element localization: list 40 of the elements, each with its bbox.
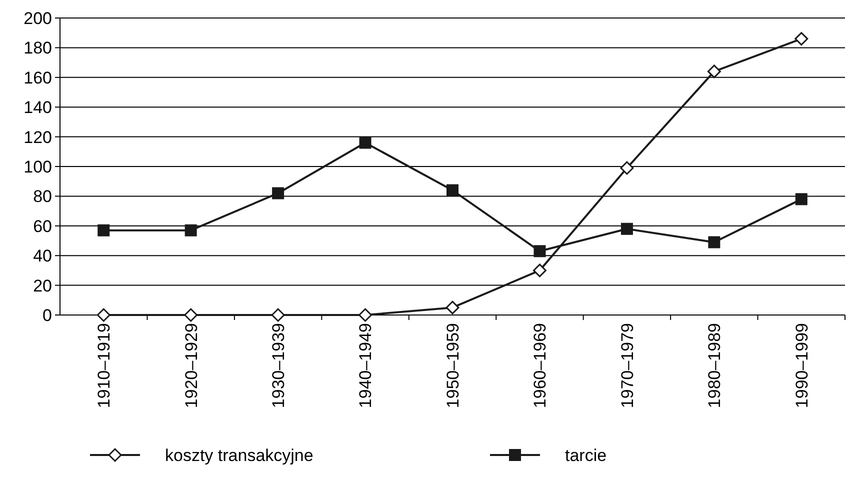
y-tick-label: 0 [42, 306, 52, 325]
point [708, 236, 720, 248]
y-tick-label: 160 [24, 68, 52, 88]
point [534, 245, 546, 258]
point [795, 193, 808, 206]
y-tick-label: 140 [24, 98, 52, 118]
point [620, 222, 633, 235]
point [271, 308, 285, 322]
point [532, 264, 546, 278]
legend-label: koszty transakcyjne [165, 446, 314, 465]
x-tick-label: 1930–1939 [269, 323, 288, 408]
y-tick-label: 180 [24, 38, 52, 58]
point [98, 224, 110, 236]
x-tick-label: 1960–1969 [530, 323, 550, 408]
y-tick-label: 60 [33, 216, 52, 236]
point [184, 308, 198, 322]
point [707, 64, 721, 78]
y-tick-label: 40 [33, 246, 52, 266]
y-tick-label: 120 [24, 128, 52, 147]
point [272, 187, 284, 200]
x-tick-label: 1950–1959 [443, 323, 462, 408]
point [794, 32, 808, 46]
x-tick-label: 1970–1979 [618, 323, 637, 408]
x-tick-label: 1920–1929 [182, 323, 201, 408]
y-tick-label: 20 [33, 276, 52, 296]
point [620, 161, 634, 175]
x-tick-label: 1990–1999 [792, 323, 812, 408]
x-tick-label: 1980–1989 [705, 323, 724, 408]
point [359, 136, 372, 149]
point [446, 300, 460, 314]
y-tick-label: 200 [24, 8, 52, 28]
point [446, 184, 458, 196]
point [96, 308, 110, 322]
point [358, 308, 372, 322]
y-tick-label: 80 [33, 187, 52, 206]
point [184, 224, 197, 236]
legend-label: tarcie [565, 446, 607, 465]
y-tick-label: 100 [24, 157, 52, 176]
x-tick-label: 1940–1949 [356, 323, 376, 408]
x-tick-label: 1910–1919 [94, 323, 114, 408]
